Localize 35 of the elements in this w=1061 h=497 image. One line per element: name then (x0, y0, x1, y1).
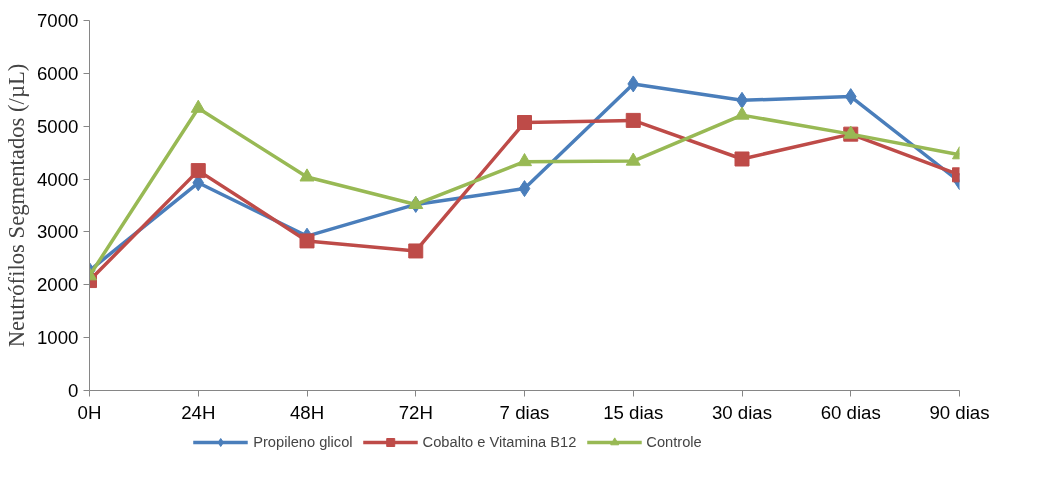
point (299, 168, 315, 182)
x-tick-label: 60 dias (820, 401, 881, 423)
x-tick-label: 72H (398, 401, 433, 423)
point (844, 88, 857, 106)
point (625, 152, 641, 166)
point (518, 180, 531, 198)
point (517, 153, 532, 167)
x-tick-label: 0H (77, 401, 102, 423)
point (627, 75, 640, 93)
point (408, 243, 424, 259)
point (625, 112, 641, 128)
y-tick-label: 3000 (37, 221, 79, 243)
y-axis-title: Neutrófilos Segmentados (/µL) (4, 63, 29, 348)
y-tick-label: 2000 (37, 274, 79, 296)
y-tick-label: 1000 (37, 327, 79, 349)
y-tick-label: 6000 (37, 62, 79, 84)
legend-label: Controle (646, 434, 702, 450)
point (190, 99, 206, 113)
x-tick-label: 90 dias (929, 401, 990, 423)
y-tick-label: 0 (68, 380, 79, 401)
point (517, 115, 532, 131)
legend-label: Propileno glicol (253, 434, 353, 450)
x-tick-label: 48H (289, 401, 325, 423)
point (299, 233, 315, 249)
y-tick-label: 7000 (37, 10, 79, 31)
point (734, 106, 750, 120)
legend-label: Cobalto e Vitamina B12 (422, 434, 577, 450)
x-tick-label: 15 dias (603, 401, 664, 423)
x-tick-label: 7 dias (499, 401, 550, 423)
point (190, 163, 206, 179)
point (734, 151, 750, 167)
y-tick-label: 4000 (37, 168, 79, 190)
x-tick-label: 30 dias (711, 401, 773, 423)
y-tick-label: 5000 (37, 115, 79, 137)
x-tick-label: 24H (181, 401, 216, 423)
